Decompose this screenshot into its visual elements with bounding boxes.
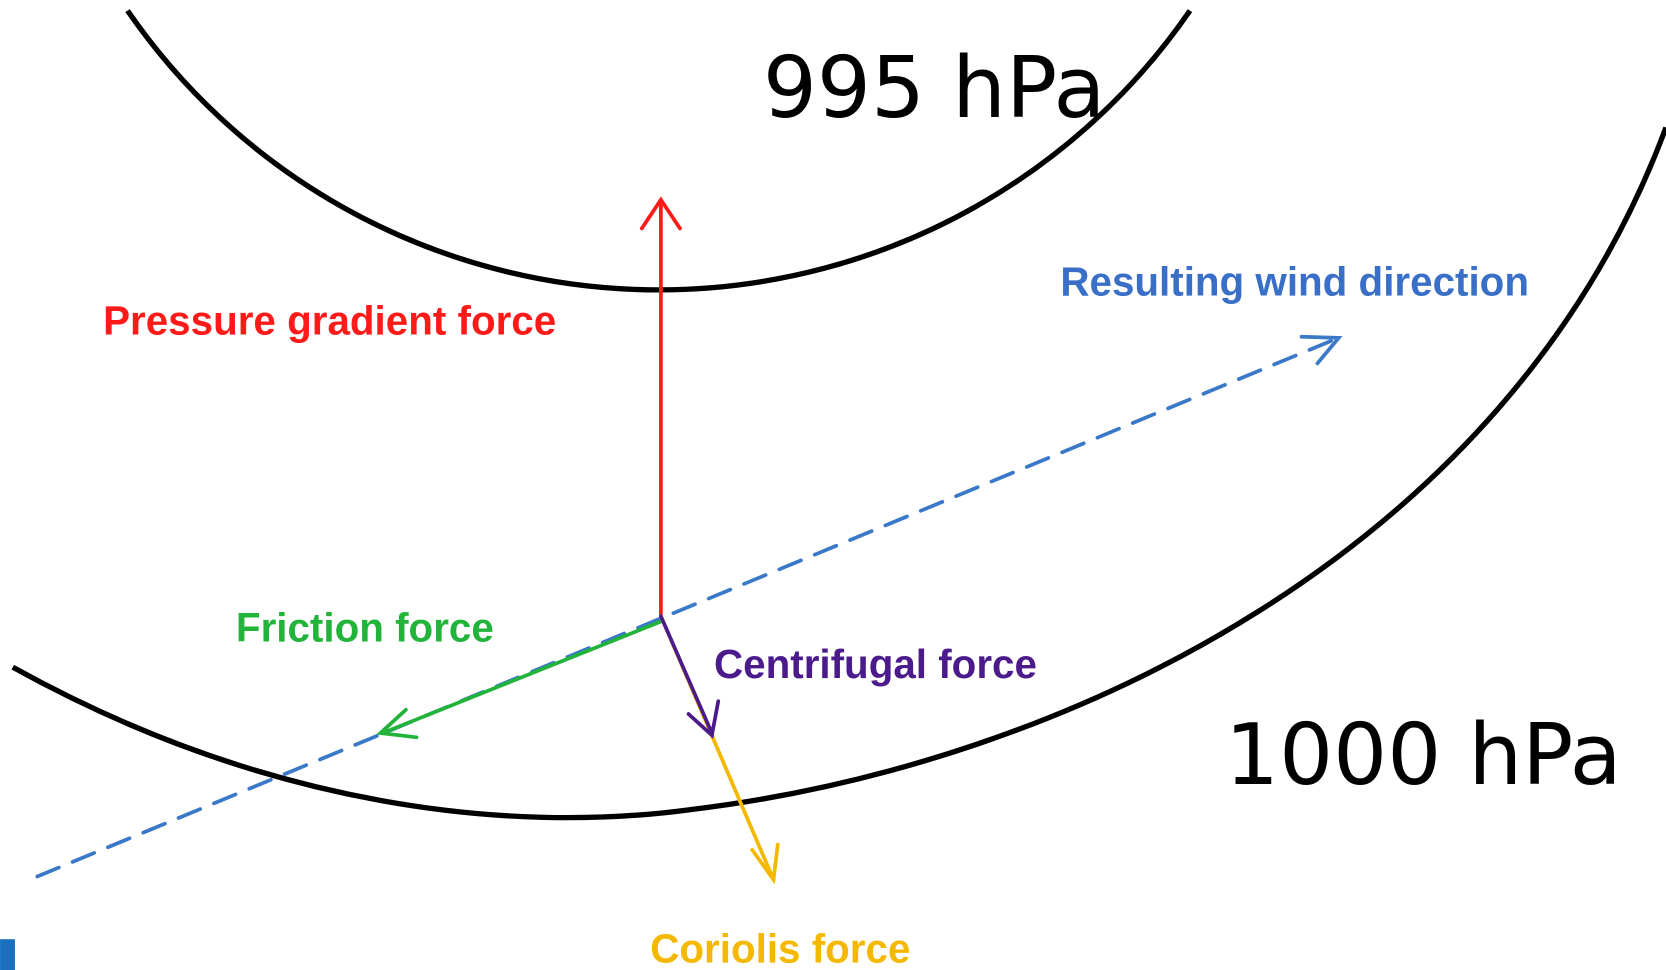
isobar-label: 995 hPa xyxy=(763,39,1106,138)
centrifugal-arrowhead xyxy=(686,699,721,739)
force-label: Centrifugal force xyxy=(714,641,1037,687)
coriolis-arrowhead xyxy=(750,842,780,885)
force-label: Coriolis force xyxy=(650,926,910,970)
isobar-995 xyxy=(125,9,1193,293)
friction-arrowhead xyxy=(376,707,419,740)
centrifugal-arrow xyxy=(659,614,714,735)
corner-icon xyxy=(0,939,15,970)
wind-arrowhead xyxy=(1299,334,1343,366)
force-label: Pressure gradient force xyxy=(103,298,556,344)
force-label: Friction force xyxy=(236,605,494,651)
wind-line xyxy=(35,338,1336,879)
isobar-label: 1000 hPa xyxy=(1225,706,1622,805)
isobar-1000 xyxy=(11,126,1666,821)
friction-arrow xyxy=(380,619,663,735)
wind-label: Resulting wind direction xyxy=(1060,258,1529,304)
pressure-arrowhead xyxy=(639,196,682,231)
